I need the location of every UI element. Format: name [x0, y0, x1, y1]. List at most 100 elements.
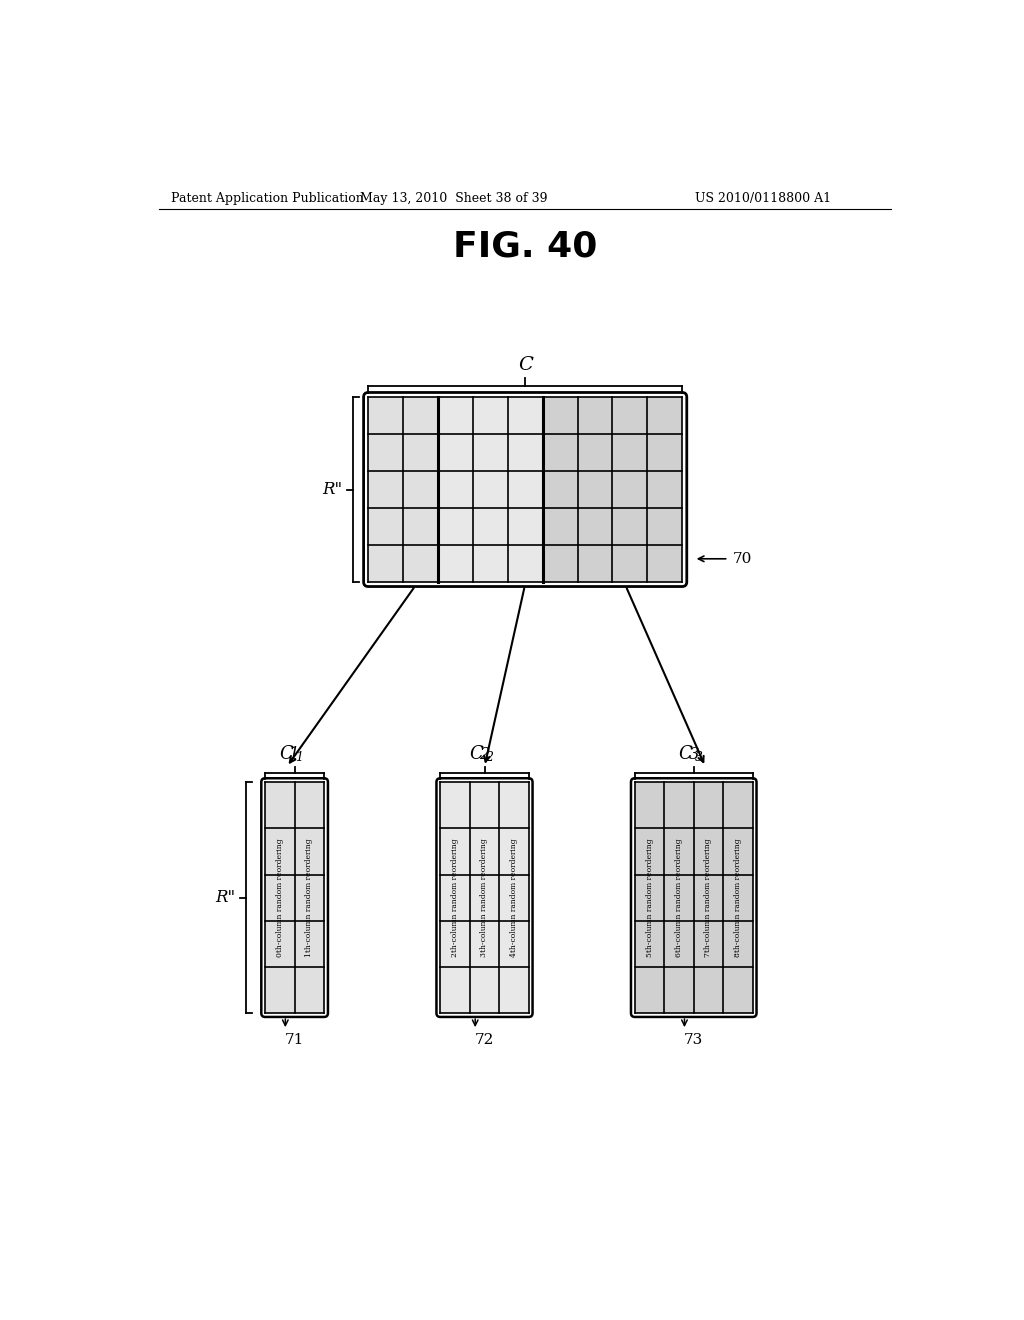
Bar [265, 781, 295, 829]
Bar [647, 508, 682, 545]
Bar [578, 471, 612, 508]
Text: C: C [679, 744, 692, 763]
Text: 3: 3 [694, 751, 702, 764]
Bar [612, 397, 647, 434]
Bar [500, 829, 528, 874]
Bar [612, 508, 647, 545]
Bar [693, 966, 723, 1014]
Bar [295, 829, 324, 874]
Bar [578, 508, 612, 545]
Text: 2: 2 [479, 746, 489, 763]
Bar [693, 874, 723, 921]
Bar [403, 434, 438, 471]
Bar [612, 471, 647, 508]
Bar [470, 966, 500, 1014]
Text: 2: 2 [485, 751, 494, 764]
Bar [403, 471, 438, 508]
Text: C: C [469, 744, 483, 763]
Text: R": R" [323, 480, 343, 498]
Bar [265, 829, 295, 874]
Bar [612, 434, 647, 471]
Bar [473, 508, 508, 545]
Bar [500, 966, 528, 1014]
Text: C: C [280, 744, 293, 763]
Text: 7th-column random reordering: 7th-column random reordering [705, 838, 713, 957]
Text: 8th-column random reordering: 8th-column random reordering [734, 838, 742, 957]
Bar [508, 508, 543, 545]
Bar [265, 921, 295, 966]
Bar [440, 874, 470, 921]
Text: May 13, 2010  Sheet 38 of 39: May 13, 2010 Sheet 38 of 39 [359, 191, 547, 205]
Bar [369, 471, 403, 508]
Bar [723, 874, 753, 921]
Text: 73: 73 [684, 1034, 703, 1047]
Bar [473, 397, 508, 434]
Bar [438, 508, 473, 545]
Bar [440, 921, 470, 966]
Text: 1: 1 [295, 751, 303, 764]
Bar [647, 434, 682, 471]
Bar [369, 434, 403, 471]
Bar [295, 966, 324, 1014]
Text: 2th-column random reordering: 2th-column random reordering [451, 838, 459, 957]
Bar [295, 874, 324, 921]
Bar [508, 397, 543, 434]
Bar [647, 397, 682, 434]
Bar [723, 829, 753, 874]
Bar [438, 545, 473, 582]
Text: C: C [518, 356, 532, 374]
Bar [635, 966, 665, 1014]
Bar [665, 874, 693, 921]
Text: US 2010/0118800 A1: US 2010/0118800 A1 [695, 191, 831, 205]
Bar [470, 874, 500, 921]
Text: 70: 70 [732, 552, 752, 566]
Text: Patent Application Publication: Patent Application Publication [171, 191, 364, 205]
Bar [438, 471, 473, 508]
Bar [440, 966, 470, 1014]
Bar [723, 921, 753, 966]
Bar [403, 545, 438, 582]
Text: 4th-column random reordering: 4th-column random reordering [510, 838, 518, 957]
Bar [403, 508, 438, 545]
Bar [403, 397, 438, 434]
Bar [500, 874, 528, 921]
Bar [438, 397, 473, 434]
Bar [295, 781, 324, 829]
Bar [440, 829, 470, 874]
Bar [693, 829, 723, 874]
Bar [470, 921, 500, 966]
Bar [635, 874, 665, 921]
Text: 1th-column random reordering: 1th-column random reordering [305, 838, 313, 957]
Bar [647, 545, 682, 582]
Bar [578, 397, 612, 434]
Bar [470, 781, 500, 829]
Bar [508, 434, 543, 471]
Bar [473, 545, 508, 582]
Bar [665, 829, 693, 874]
Bar [369, 397, 403, 434]
Bar [665, 966, 693, 1014]
Bar [665, 921, 693, 966]
Bar [543, 545, 578, 582]
Bar [265, 966, 295, 1014]
Bar [295, 921, 324, 966]
Bar [369, 508, 403, 545]
Bar [508, 471, 543, 508]
Text: 71: 71 [285, 1034, 304, 1047]
Bar [543, 508, 578, 545]
Bar [612, 545, 647, 582]
Bar [635, 921, 665, 966]
Bar [723, 781, 753, 829]
Bar [500, 921, 528, 966]
Text: R": R" [216, 890, 236, 906]
Text: 3th-column random reordering: 3th-column random reordering [480, 838, 488, 957]
Bar [470, 829, 500, 874]
Bar [265, 874, 295, 921]
Bar [500, 781, 528, 829]
Bar [635, 781, 665, 829]
Bar [473, 434, 508, 471]
Bar [508, 545, 543, 582]
Bar [723, 966, 753, 1014]
Bar [440, 781, 470, 829]
Bar [438, 434, 473, 471]
